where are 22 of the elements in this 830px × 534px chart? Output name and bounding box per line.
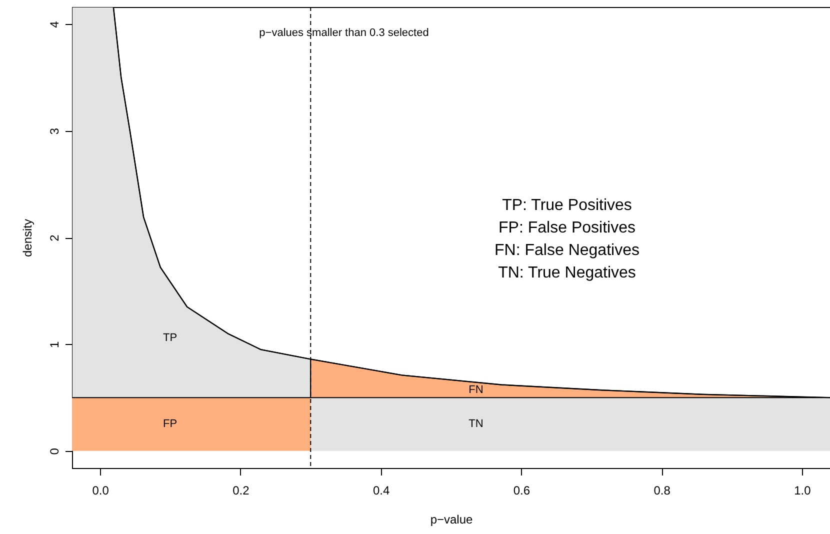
annotation: TP [162, 332, 178, 344]
x-tick-label: 0.2 [232, 484, 250, 498]
x-tick-label: 0.0 [92, 484, 110, 498]
annotation: p−values smaller than 0.3 selected [259, 27, 429, 39]
annotation: TN: True Negatives [498, 264, 636, 282]
y-tick-label: 3 [48, 128, 62, 135]
annotation: FP [162, 418, 178, 430]
x-tick-label: 1.0 [794, 484, 812, 498]
y-tick-label: 1 [48, 341, 62, 348]
x-tick-label: 0.4 [372, 484, 390, 498]
annotation: TP: True Positives [502, 197, 632, 214]
y-tick-label: 0 [48, 448, 62, 455]
x-axis-title: p−value [430, 512, 474, 526]
x-tick-label: 0.8 [654, 484, 671, 498]
y-tick-label: 4 [48, 20, 62, 28]
y-tick-label: 2 [48, 234, 62, 242]
x-tick-label: 0.6 [513, 484, 530, 498]
annotation: FP: False Positives [498, 220, 636, 236]
y-axis-title: density [20, 218, 34, 258]
annotation: FN [468, 384, 484, 396]
annotation: FN: False Negatives [494, 242, 640, 259]
annotation: TN [468, 418, 484, 430]
